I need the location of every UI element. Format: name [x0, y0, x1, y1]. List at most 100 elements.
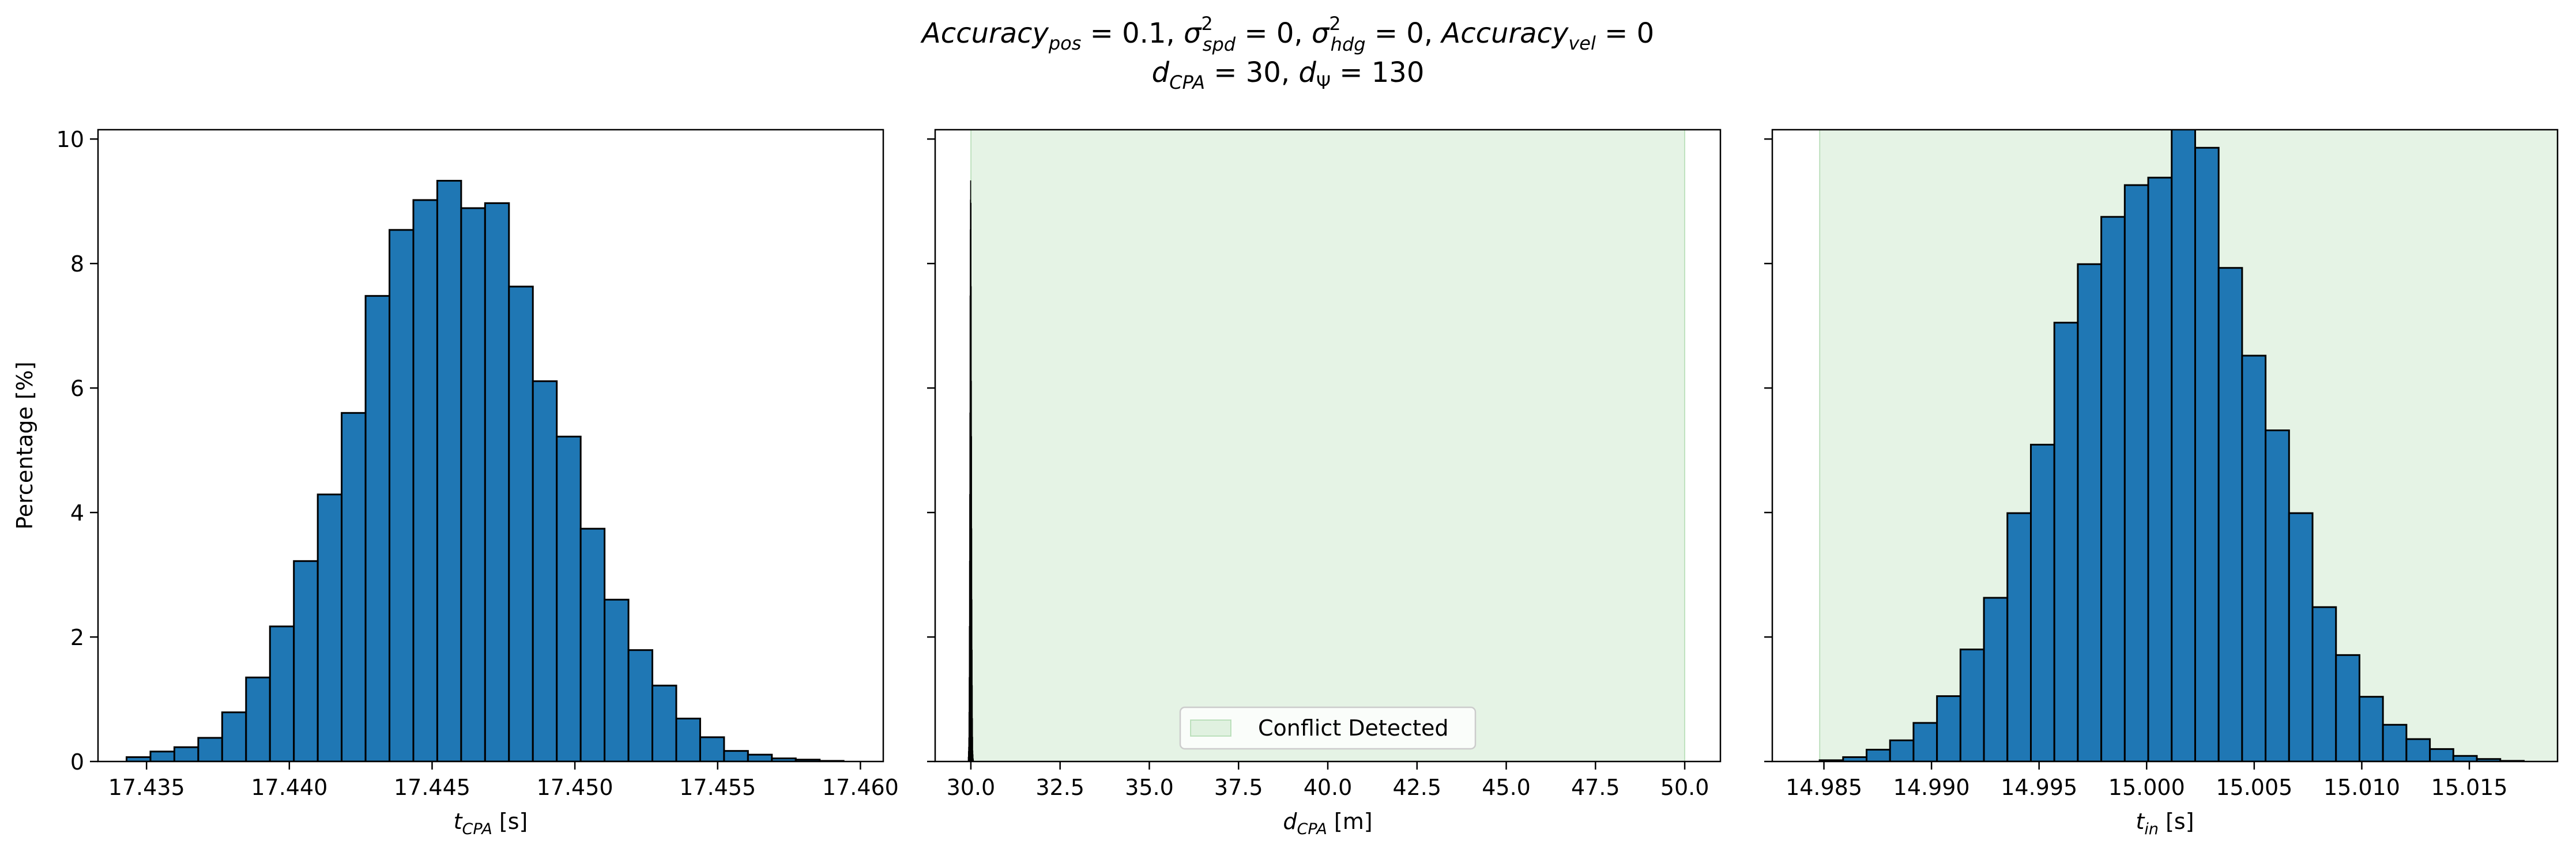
histogram-bar	[1936, 695, 1961, 761]
histogram-bar	[2382, 723, 2408, 761]
histogram-bar	[2123, 184, 2149, 761]
histogram-bar	[149, 751, 175, 761]
histogram-bar	[1983, 597, 2009, 761]
panel3-xlabel: tin [s]	[2136, 809, 2194, 838]
histogram-bar	[389, 229, 415, 761]
x-tick-label: 50.0	[1660, 775, 1709, 800]
histogram-panel-dcpa: 30.0 32.5 35.0 37.5 40.0 42.5 45.0 47.5 50.0 dCP…	[927, 129, 1722, 838]
histogram-bar	[532, 380, 558, 761]
x-tick-label: 47.5	[1571, 775, 1620, 800]
panel1-xlabel: tCPA [s]	[454, 809, 528, 838]
histogram-bar	[556, 435, 582, 761]
histogram-bar	[747, 753, 773, 761]
histogram-bar	[245, 676, 271, 761]
y-tick-label: 6	[70, 376, 84, 401]
histogram-bar	[364, 295, 391, 761]
histogram-bar	[1959, 649, 1985, 761]
histogram-bar	[2265, 429, 2290, 761]
x-tick-label: 45.0	[1482, 775, 1531, 800]
histogram-bar	[2311, 606, 2337, 761]
histogram-bar	[269, 625, 295, 761]
histogram-bar	[317, 493, 343, 761]
panel2-xlabel: dCPA [m]	[1283, 809, 1372, 838]
histogram-bar	[2147, 176, 2173, 761]
x-tick-label: 15.015	[2431, 775, 2508, 800]
histogram-bar	[2452, 755, 2478, 761]
x-tick-label: 32.5	[1035, 775, 1084, 800]
histogram-bar	[436, 180, 462, 761]
panel2-conflict-region	[970, 129, 1686, 762]
histogram-panel-tin: 14.985 14.990 14.995 15.000 15.005 15.010 15.0…	[1764, 129, 2559, 838]
histogram-bar	[2053, 322, 2079, 761]
panel2-bars	[967, 180, 974, 761]
x-tick-label: 42.5	[1392, 775, 1441, 800]
histogram-bar	[221, 711, 247, 761]
histogram-bar	[2335, 654, 2360, 761]
x-tick-label: 15.005	[2216, 775, 2292, 800]
histogram-bar	[341, 412, 367, 761]
histogram-bar	[197, 737, 223, 761]
x-tick-label: 17.455	[679, 775, 756, 800]
panel1-xticks: 17.435 17.440 17.445 17.450 17.455 17.460	[108, 761, 899, 800]
x-tick-label: 30.0	[947, 775, 996, 800]
y-tick-label: 4	[70, 500, 84, 526]
histogram-bar	[651, 684, 677, 761]
histogram-bar	[484, 202, 510, 761]
histogram-bar	[2100, 216, 2126, 761]
x-tick-label: 17.440	[251, 775, 327, 800]
x-tick-label: 14.990	[1893, 775, 1970, 800]
histogram-bar	[460, 207, 486, 761]
x-tick-label: 15.000	[2108, 775, 2185, 800]
panel2-yticks	[927, 138, 935, 763]
panel3-axes-frame	[1771, 129, 2559, 763]
histogram-bar	[293, 560, 319, 761]
histogram-bar	[1912, 722, 1938, 761]
histogram-bar	[2241, 355, 2267, 761]
histogram-bar	[2006, 512, 2032, 761]
panel1-bars	[126, 180, 845, 761]
panel2-legend: Conflict Detected	[1179, 706, 1477, 750]
y-tick-label: 0	[70, 749, 84, 775]
x-tick-label: 37.5	[1214, 775, 1263, 800]
histogram-bar	[2077, 263, 2103, 761]
x-tick-label: 40.0	[1304, 775, 1353, 800]
histogram-bar	[675, 717, 701, 761]
panel3-bars	[1818, 130, 2525, 761]
y-tick-label: 8	[70, 251, 84, 277]
panel1-axes-frame	[97, 129, 884, 763]
x-tick-label: 14.995	[2001, 775, 2077, 800]
histogram-bar	[173, 746, 199, 761]
histogram-bar	[627, 649, 654, 761]
x-tick-label: 14.985	[1786, 775, 1862, 800]
panel1-ylabel: Percentage [%]	[12, 361, 37, 530]
panel3-xticks: 14.985 14.990 14.995 15.000 15.005 15.010 15.0…	[1786, 761, 2507, 800]
figure-title-line1: Accuracypos = 0.1, σ2 spd = 0, σ2 hdg = 0,…	[920, 13, 1654, 55]
legend-box	[1179, 706, 1477, 750]
figure-title: Accuracypos = 0.1, σ2 spd = 0, σ2 hdg = 0,…	[920, 13, 1654, 93]
histogram-bar	[579, 527, 606, 761]
histogram-bar	[699, 736, 725, 761]
histogram-bar	[723, 750, 749, 761]
histogram-bar	[2358, 696, 2384, 761]
histogram-bar	[412, 199, 438, 761]
histogram-bar	[2429, 748, 2454, 761]
x-tick-label: 35.0	[1125, 775, 1174, 800]
histogram-bar	[2217, 267, 2243, 761]
panel2-xticks: 30.0 32.5 35.0 37.5 40.0 42.5 45.0 47.5 50.0	[947, 761, 1709, 800]
histogram-bar	[508, 285, 534, 761]
panel1-yticks: 0 2 4 6 8 10	[57, 127, 98, 775]
histogram-bar	[604, 598, 630, 761]
x-tick-label: 17.450	[537, 775, 613, 800]
x-tick-label: 17.445	[394, 775, 470, 800]
histogram-bar	[2405, 738, 2431, 761]
figure-title-line2: dCPA = 30, dΨ = 130	[1152, 56, 1425, 93]
histogram-bar	[1866, 748, 1891, 761]
y-tick-label: 10	[57, 127, 84, 152]
panel3-yticks	[1764, 138, 1772, 763]
x-tick-label: 15.010	[2323, 775, 2400, 800]
y-tick-label: 2	[70, 625, 84, 650]
legend-swatch-conflict	[1190, 719, 1231, 737]
histogram-bar	[2194, 146, 2220, 761]
